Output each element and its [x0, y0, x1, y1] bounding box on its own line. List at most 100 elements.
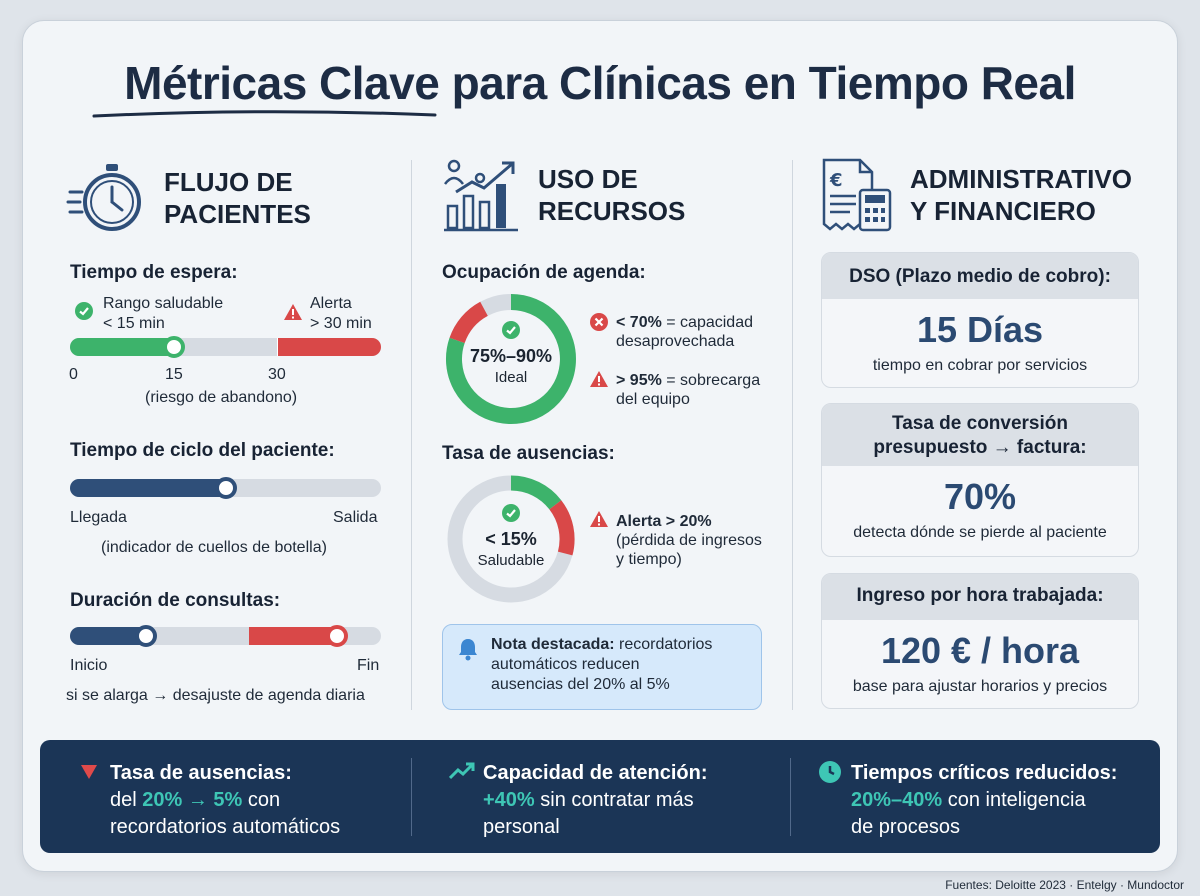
- warning-icon: [589, 510, 609, 533]
- consult-start-label: Inicio: [70, 657, 108, 674]
- summary-footer: Tasa de ausencias: del 20% → 5% con reco…: [40, 740, 1160, 853]
- footer-times-highlight: 20%–40%: [851, 789, 943, 811]
- check-icon: [75, 302, 93, 325]
- cycle-time-label: Tiempo de ciclo del paciente:: [70, 440, 335, 461]
- column-divider: [792, 160, 793, 710]
- growth-chart-icon: [442, 158, 520, 232]
- occupancy-donut: [445, 294, 576, 424]
- low-occupancy-threshold: < 70%: [616, 314, 662, 331]
- footer-capacity: Capacidad de atención: +40% sin contrata…: [483, 760, 708, 841]
- conversion-header: Tasa de conversión presupuesto → factura…: [822, 404, 1138, 466]
- occupancy-ideal-label: Ideal: [494, 369, 528, 386]
- consult-start-marker: [135, 625, 157, 647]
- cycle-start-label: Llegada: [70, 509, 127, 526]
- consult-overrun-segment: [249, 627, 335, 645]
- agenda-mismatch-note: si se alarga → desajuste de agenda diari…: [66, 687, 365, 704]
- flujo-heading-line2: PACIENTES: [164, 199, 311, 229]
- cycle-end-label: Salida: [333, 509, 378, 526]
- footer-absences-highlight: 20% → 5%: [142, 789, 243, 811]
- occupancy-ideal-value: 75%–90%: [469, 346, 553, 366]
- cycle-time-fill: [70, 479, 226, 497]
- income-value: 120 € / hora: [880, 630, 1080, 671]
- trend-up-icon: [448, 762, 475, 785]
- healthy-range-value: < 15 min: [103, 315, 165, 332]
- high-occupancy-text-2: del equipo: [616, 391, 690, 408]
- wait-tick-15: 15: [165, 366, 183, 383]
- svg-text:€: €: [829, 170, 843, 191]
- low-occupancy-text-2: desaprovechada: [616, 333, 735, 350]
- absence-center: < 15% Saludable: [452, 529, 570, 569]
- footer-absences-pre: del: [110, 789, 143, 811]
- abandon-risk-note: (riesgo de abandono): [145, 389, 298, 406]
- wait-tick-30: 30: [268, 366, 286, 383]
- stopwatch-icon: [66, 158, 146, 238]
- conversion-header-line2: presupuesto → factura:: [873, 437, 1087, 458]
- absence-donut: [447, 475, 575, 603]
- alert-label: Alerta: [310, 295, 352, 312]
- conversion-description: detecta dónde se pierde al paciente: [853, 524, 1107, 541]
- consult-duration-label: Duración de consultas:: [70, 590, 281, 611]
- flujo-heading-line1: FLUJO DE: [164, 167, 293, 197]
- income-card: Ingreso por hora trabajada: 120 € / hora…: [821, 573, 1139, 709]
- dso-description: tiempo en cobrar por servicios: [872, 357, 1088, 374]
- conversion-value: 70%: [943, 476, 1017, 517]
- sources-caption: Fuentes: Deloitte 2023 · Entelgy · Mundo…: [945, 878, 1184, 892]
- occupancy-label: Ocupación de agenda:: [442, 262, 646, 283]
- admin-heading-line1: ADMINISTRATIVO: [910, 164, 1132, 194]
- bell-icon: [457, 637, 479, 667]
- note-text-1: recordatorios: [614, 636, 713, 653]
- note-text-2: automáticos reducen: [491, 656, 640, 673]
- wait-healthy-segment: [70, 338, 174, 356]
- invoice-calculator-icon: €: [820, 158, 892, 232]
- conversion-card: Tasa de conversión presupuesto → factura…: [821, 403, 1139, 557]
- occupancy-center: 75%–90% Ideal: [452, 346, 570, 386]
- healthy-range-label: Rango saludable: [103, 295, 224, 312]
- footer-times: Tiempos críticos reducidos: 20%–40% con …: [851, 760, 1117, 841]
- income-description: base para ajustar horarios y precios: [852, 678, 1108, 695]
- footer-capacity-title: Capacidad de atención:: [483, 762, 708, 784]
- absence-alert-text-1: (pérdida de ingresos: [616, 532, 762, 549]
- note-bold: Nota destacada:: [491, 636, 615, 653]
- footer-capacity-post: sin contratar más: [534, 789, 694, 811]
- absence-rate-label: Tasa de ausencias:: [442, 443, 615, 464]
- wait-alert-segment: [277, 338, 381, 356]
- income-header: Ingreso por hora trabajada:: [822, 574, 1138, 620]
- admin-header: € ADMINISTRATIVO Y FINANCIERO: [820, 158, 1132, 232]
- wait-tick-0: 0: [69, 366, 78, 383]
- high-occupancy-threshold: > 95%: [616, 372, 662, 389]
- conversion-header-line1: Tasa de conversión: [892, 413, 1068, 434]
- consult-end-marker: [326, 625, 348, 647]
- dso-header: DSO (Plazo medio de cobro):: [822, 253, 1138, 299]
- consult-normal-segment: [70, 627, 146, 645]
- recursos-heading-line1: USO DE: [538, 164, 638, 194]
- low-occupancy-text: = capacidad: [661, 314, 753, 331]
- absence-healthy-value: < 15%: [485, 529, 537, 549]
- recursos-header: USO DE RECURSOS: [442, 158, 685, 232]
- warning-icon: [283, 303, 303, 326]
- note-text-3: ausencias del 20% al 5%: [491, 676, 670, 693]
- column-divider: [411, 160, 412, 710]
- admin-heading-line2: Y FINANCIERO: [910, 196, 1096, 226]
- alert-value: > 30 min: [310, 315, 372, 332]
- footer-times-line2: de procesos: [851, 816, 960, 838]
- cycle-time-marker: [214, 477, 237, 499]
- wait-time-bar: [70, 338, 381, 356]
- footer-absences-post: con: [242, 789, 281, 811]
- page-title: Métricas Clave para Clínicas en Tiempo R…: [124, 57, 1076, 109]
- wait-time-marker: [162, 336, 185, 358]
- footer-absences-title: Tasa de ausencias:: [110, 762, 292, 784]
- check-icon: [502, 321, 520, 344]
- absence-alert-text-2: y tiempo): [616, 551, 682, 568]
- footer-absences-line2: recordatorios automáticos: [110, 816, 341, 838]
- warning-icon: [589, 370, 609, 393]
- footer-absences: Tasa de ausencias: del 20% → 5% con reco…: [110, 760, 340, 841]
- footer-times-post: con inteligencia: [942, 789, 1086, 811]
- footer-capacity-line2: personal: [483, 816, 560, 838]
- bottleneck-note: (indicador de cuellos de botella): [101, 539, 327, 556]
- highlight-note: Nota destacada: recordatorios automático…: [442, 624, 762, 710]
- dso-value: 15 Días: [916, 309, 1044, 350]
- high-occupancy-text: = sobrecarga: [661, 372, 761, 389]
- title-underline: [92, 110, 437, 118]
- dso-card: DSO (Plazo medio de cobro): 15 Días tiem…: [821, 252, 1139, 388]
- absence-alert-threshold: Alerta > 20%: [616, 513, 712, 530]
